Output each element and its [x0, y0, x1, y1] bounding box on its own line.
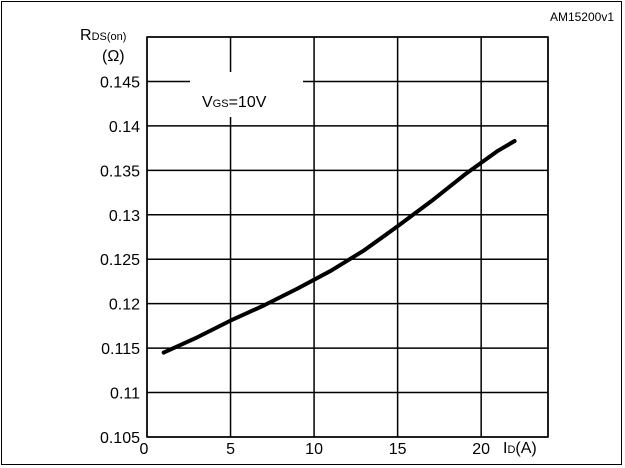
x-tick-label: 20: [472, 441, 490, 458]
y-tick-label: 0.135: [100, 163, 140, 180]
y-tick-label: 0.12: [109, 297, 140, 314]
figure-code: AM15200v1: [550, 10, 614, 24]
x-tick-label: 5: [226, 441, 235, 458]
plot-area: [146, 36, 549, 438]
x-axis-label-unit: (A): [515, 440, 536, 457]
y-axis-label: RDS(on): [80, 27, 126, 44]
x-tick-labels: 0 5 10 15 20: [140, 441, 491, 458]
x-axis-label: ID(A): [503, 440, 537, 457]
y-tick-label: 0.115: [101, 341, 140, 358]
y-tick-labels: 0.105 0.11 0.115 0.12 0.125 0.13 0.135 0.14 0.14…: [100, 74, 140, 447]
y-tick-label: 0.145: [100, 74, 140, 91]
y-axis-unit: (Ω): [102, 48, 125, 65]
y-axis-label-sub: DS(on): [92, 31, 127, 43]
y-tick-label: 0.125: [100, 252, 140, 269]
y-axis-label-main: R: [80, 27, 92, 44]
annotation-vgs: VGS=10V: [202, 94, 267, 111]
x-tick-label: 15: [389, 441, 407, 458]
series-line: [161, 139, 517, 355]
x-tick-label: 10: [305, 441, 323, 458]
y-tick-label: 0.105: [100, 430, 140, 447]
annotation-rest: =10V: [229, 94, 267, 111]
annotation-background: [190, 72, 303, 117]
x-axis-label-main: I: [503, 440, 507, 457]
y-tick-label: 0.11: [110, 386, 140, 403]
annotation-sub: GS: [213, 98, 229, 110]
x-axis-label-sub: D: [507, 444, 515, 456]
y-tick-label: 0.13: [109, 208, 140, 225]
x-tick-label: 0: [140, 441, 149, 458]
y-tick-label: 0.14: [109, 119, 140, 136]
annotation-main: V: [202, 94, 213, 111]
